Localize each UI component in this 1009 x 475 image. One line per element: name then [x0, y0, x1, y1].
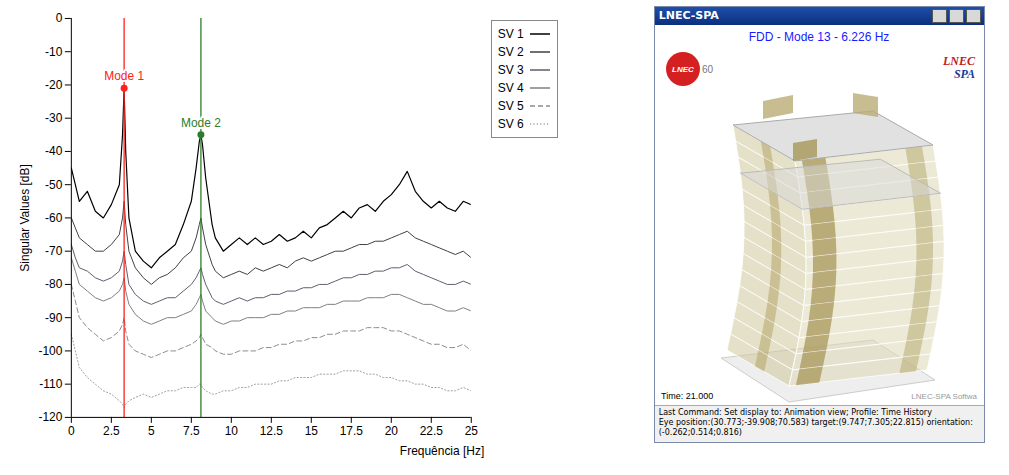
- svg-text:20: 20: [385, 424, 399, 438]
- svg-text:0: 0: [56, 11, 63, 25]
- svg-text:17.5: 17.5: [340, 424, 364, 438]
- svg-text:-70: -70: [45, 244, 63, 258]
- svg-text:60: 60: [702, 64, 714, 75]
- svg-text:Frequência [Hz]: Frequência [Hz]: [400, 444, 484, 458]
- html-text:Eye position:(30.773;-39.908;7: Eye position:(30.773;-39.908;70.583) tar…: [658, 418, 973, 437]
- svg-text:-20: -20: [45, 78, 63, 92]
- svg-text:-90: -90: [45, 310, 63, 324]
- svg-text:-100: -100: [38, 344, 62, 358]
- svg-text:-50: -50: [45, 178, 63, 192]
- html-text:LNEC-SPA: LNEC-SPA: [658, 9, 719, 22]
- html-text:SV 5: SV 5: [497, 99, 524, 113]
- svg-text:Mode 1: Mode 1: [104, 69, 144, 83]
- svg-text:-80: -80: [45, 277, 63, 291]
- svg-text:25: 25: [465, 424, 479, 438]
- svg-text:-60: -60: [45, 211, 63, 225]
- svg-text:15: 15: [305, 424, 319, 438]
- html-text:SV 2: SV 2: [497, 45, 524, 59]
- svg-text:2.5: 2.5: [103, 424, 120, 438]
- svg-text:LNEC: LNEC: [672, 65, 694, 74]
- svg-text:7.5: 7.5: [183, 424, 200, 438]
- html-text:SV 1: SV 1: [497, 27, 524, 41]
- svg-text:SPA: SPA: [954, 67, 975, 81]
- svg-text:-40: -40: [45, 144, 63, 158]
- html-text:SV 6: SV 6: [497, 117, 524, 131]
- svg-text:12.5: 12.5: [260, 424, 284, 438]
- svg-text:22.5: 22.5: [420, 424, 444, 438]
- svg-text:Mode 2: Mode 2: [181, 116, 221, 130]
- html-text:SV 4: SV 4: [497, 81, 524, 95]
- svg-text:-30: -30: [45, 111, 63, 125]
- svg-text:LNEC: LNEC: [942, 54, 976, 68]
- svg-text:LNEC-SPA Softwa: LNEC-SPA Softwa: [911, 392, 977, 401]
- html-text:Last Command: Set display to:: Last Command: Set display to: Animation …: [658, 408, 932, 417]
- svg-text:Singular Values [dB]: Singular Values [dB]: [18, 164, 32, 271]
- svg-text:-120: -120: [38, 410, 62, 424]
- html-text:SV 3: SV 3: [497, 63, 524, 77]
- svg-text:-10: -10: [45, 45, 63, 59]
- svg-text:0: 0: [68, 424, 75, 438]
- svg-text:FDD - Mode 13 - 6.226 Hz: FDD - Mode 13 - 6.226 Hz: [748, 30, 889, 44]
- svg-text:-110: -110: [39, 377, 62, 391]
- svg-text:10: 10: [225, 424, 239, 438]
- svg-text:Time: 21.000: Time: 21.000: [661, 391, 713, 401]
- svg-text:5: 5: [148, 424, 155, 438]
